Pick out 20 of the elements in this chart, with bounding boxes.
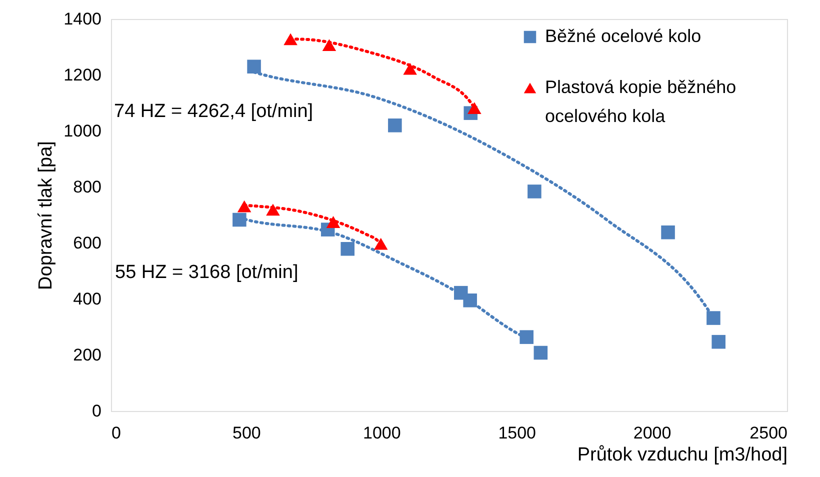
y-tick-label: 600 [73,234,102,252]
legend-label: Běžné ocelové kolo [545,26,702,46]
x-tick-label: 2500 [750,424,788,442]
y-tick-label: 0 [92,402,102,420]
y-tick-label: 1400 [64,10,102,28]
x-tick-label: 1500 [498,424,536,442]
x-tick-label: 2000 [633,424,672,442]
y-tick-label: 1200 [64,66,102,84]
annotation: 55 HZ = 3168 [ot/min] [115,262,298,283]
y-tick-label: 800 [73,178,102,196]
x-tick-label: 500 [232,424,261,442]
x-tick-label: 0 [112,424,121,442]
y-tick-label: 1000 [64,122,102,140]
legend-label: Plastová kopie běžného ocelového kola [545,77,736,126]
y-tick-label: 200 [73,346,102,364]
x-axis-title: Průtok vzduchu [m3/hod] [577,444,788,466]
y-tick-label: 400 [73,290,102,308]
annotation: 74 HZ = 4262,4 [ot/min] [114,101,314,122]
x-tick-label: 1000 [362,424,401,442]
y-axis-title: Dopravní tlak [pa] [36,141,57,290]
